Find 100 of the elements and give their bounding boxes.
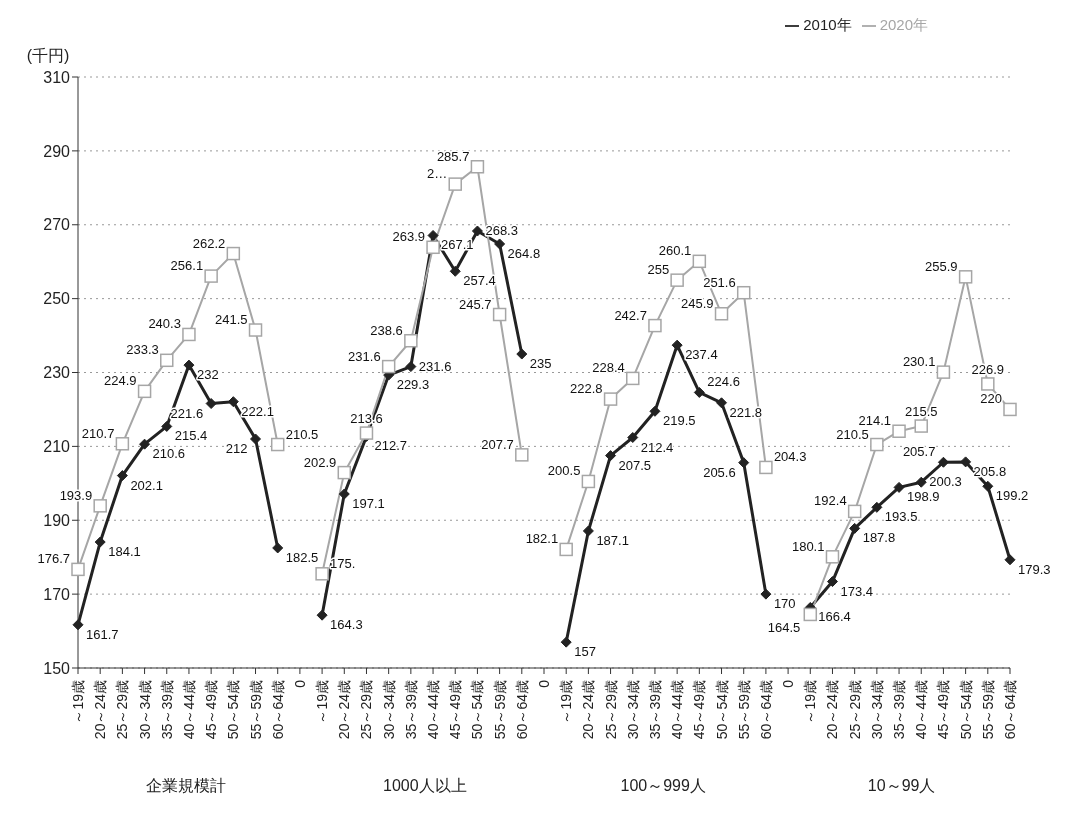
point [825,550,840,564]
data-label: 214.1 [858,413,892,429]
data-label: 221.8 [729,404,763,420]
data-label: 200.5 [547,463,581,479]
point [381,359,396,374]
x-tick-label: 60～64歳 [757,680,774,740]
point [937,456,949,468]
x-tick-label: 35～39歳 [891,680,908,740]
point [492,307,507,322]
data-label: 198.9 [907,489,940,505]
point [760,588,772,600]
y-tick-label: 190 [43,511,71,529]
point [72,619,84,631]
y-axis-title: (千円) [26,47,70,64]
y-tick-label: 310 [43,68,71,86]
data-label: 204.3 [773,449,807,465]
data-label: 207.5 [618,457,652,473]
data-label: 187.8 [862,530,896,546]
x-tick-label: 30～34歳 [136,680,153,740]
data-label: 192.4 [814,493,847,509]
x-tick-label: 55～59歳 [491,680,508,740]
data-label: 255 [647,262,670,278]
data-label: 226.9 [971,361,1005,377]
point [893,481,905,493]
point [960,456,972,468]
data-label: 285.7 [436,148,470,164]
data-label: 240.3 [148,316,181,332]
x-tick-label: 20～24歳 [824,680,841,740]
x-tick-label: 45～49歳 [691,680,708,740]
data-label: 219.5 [662,413,696,429]
data-label: 215.5 [904,404,938,420]
point [160,353,174,368]
point [71,562,85,577]
y-tick-label: 250 [43,290,71,308]
x-tick-label: 25～29歳 [358,680,375,740]
point [670,273,684,287]
data-label: 237.4 [685,347,718,363]
x-tick-label: 20～24歳 [92,680,109,740]
point [803,607,818,622]
point [359,426,374,440]
x-tick-label: 25～29歳 [846,680,863,740]
point [316,609,328,621]
point [494,238,506,250]
point [272,542,284,554]
point [692,254,707,269]
x-tick-label: 50～54歳 [469,680,486,740]
x-tick-label: 35～39歳 [402,680,419,740]
data-label: 264.8 [507,245,541,261]
y-tick-label: 270 [43,216,71,234]
x-tick-label: 40～44歳 [669,680,686,740]
point [847,504,862,519]
data-label: 210.5 [285,426,319,442]
point [405,361,417,373]
point [116,470,128,482]
data-label: 231.6 [348,348,381,364]
point [671,339,683,351]
data-label: 202.9 [303,454,337,470]
data-label: 263.9 [392,229,426,245]
data-label: 210.6 [152,446,186,462]
point [714,307,729,321]
legend-label: 2020年 [879,16,928,33]
text: 1000人以上 [382,776,468,796]
x-tick-label: 45～49歳 [935,680,952,740]
x-tick-label: ～19歳 [314,680,331,724]
data-label: 164.3 [330,617,363,633]
x-tick-label: 55～59歳 [247,680,264,740]
data-label: 251.6 [703,274,736,290]
point [204,269,218,283]
data-label: 161.7 [86,626,119,642]
data-label: 231.6 [418,358,452,374]
data-label: 241.5 [214,312,248,328]
x-tick-label: 30～34歳 [868,680,885,740]
point [137,384,152,399]
data-label: 242.7 [614,307,647,323]
point [427,229,439,241]
point [1004,554,1016,566]
point [581,474,596,489]
x-tick-label: 60～64歳 [513,680,530,740]
point [914,419,928,433]
point [648,318,662,333]
point [337,465,352,480]
data-label: 197.1 [352,496,385,512]
data-label: 193.5 [884,509,918,525]
data-label: 184.1 [108,544,141,560]
point [250,433,262,445]
point [205,398,217,410]
x-tick-label: 50～54歳 [713,680,730,740]
y-tick-label: 210 [43,438,71,456]
point [182,327,196,342]
x-tick-label: 35～39歳 [646,680,663,740]
data-label: 235 [529,356,552,372]
data-label: 245.9 [680,295,714,311]
data-label: 220 [980,391,1002,407]
text: 10～99人 [866,776,937,796]
point [448,177,462,191]
data-label: 245.7 [459,296,492,312]
data-label: 205.6 [703,464,736,480]
data-label: 176.7 [37,551,70,567]
data-label: 179.3 [1018,561,1051,577]
y-tick-label: 150 [43,659,71,677]
